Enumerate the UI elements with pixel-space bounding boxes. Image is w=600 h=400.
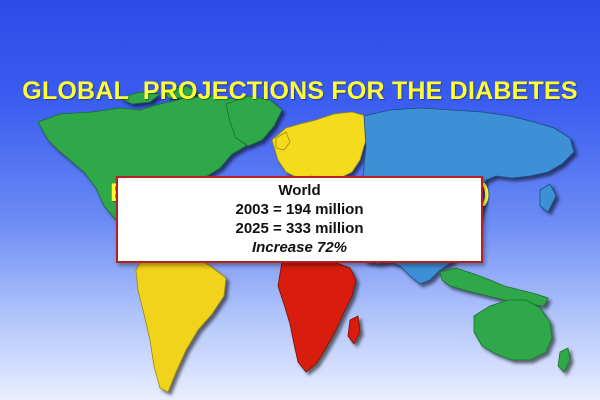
southeast-asia-region	[439, 267, 549, 307]
greenland-region	[225, 95, 283, 147]
callout-2025-value: 2025 = 333 million	[235, 220, 364, 237]
africa-region	[277, 257, 357, 373]
arctic-islands-region	[118, 85, 199, 105]
japan-region	[539, 183, 557, 213]
slide-title-line-1: GLOBAL PROJECTIONS FOR THE DIABETES	[22, 77, 578, 105]
callout-region-label: World	[278, 182, 321, 199]
madagascar-region	[347, 315, 361, 345]
australia-region	[473, 299, 553, 361]
world-stats-callout: World 2003 = 194 million 2025 = 333 mill…	[116, 176, 483, 263]
south-america-region	[135, 245, 227, 393]
uk-region	[275, 131, 291, 151]
callout-2003-value: 2003 = 194 million	[235, 201, 364, 218]
callout-increase: Increase 72%	[251, 239, 348, 256]
new-zealand-region	[557, 347, 571, 373]
